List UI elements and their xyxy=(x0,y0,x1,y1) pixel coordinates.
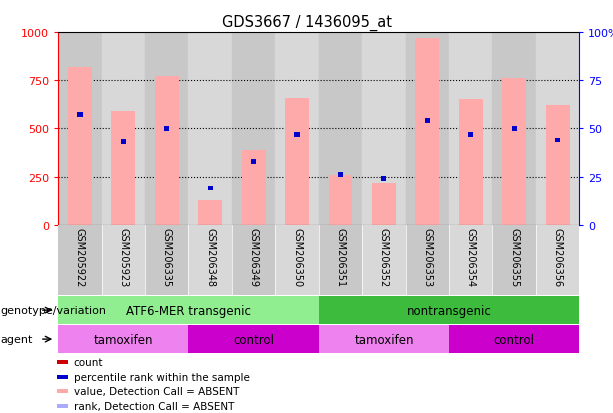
Text: GSM206356: GSM206356 xyxy=(552,227,563,286)
Text: nontransgenic: nontransgenic xyxy=(406,304,492,317)
Bar xyxy=(502,79,526,225)
Bar xyxy=(232,33,275,225)
Bar xyxy=(319,297,579,324)
Text: GSM206335: GSM206335 xyxy=(162,227,172,286)
Bar xyxy=(319,33,362,225)
Bar xyxy=(449,225,492,295)
Bar xyxy=(468,133,473,137)
Bar xyxy=(425,119,430,124)
Bar xyxy=(449,33,492,225)
Bar xyxy=(536,225,579,295)
Bar xyxy=(208,186,213,191)
Text: tamoxifen: tamoxifen xyxy=(354,333,414,346)
Bar xyxy=(406,225,449,295)
Bar xyxy=(242,150,265,225)
Bar xyxy=(56,375,69,379)
Bar xyxy=(164,127,169,131)
Bar xyxy=(189,325,319,353)
Bar xyxy=(145,225,189,295)
Text: GSM205922: GSM205922 xyxy=(75,227,85,287)
Text: GSM206349: GSM206349 xyxy=(249,227,259,286)
Bar xyxy=(155,77,179,225)
Bar xyxy=(449,325,579,353)
Bar xyxy=(338,173,343,178)
Text: GSM206354: GSM206354 xyxy=(466,227,476,286)
Bar xyxy=(546,106,569,225)
Text: count: count xyxy=(74,357,103,368)
Bar xyxy=(102,225,145,295)
Text: value, Detection Call = ABSENT: value, Detection Call = ABSENT xyxy=(74,386,239,396)
Text: GSM206351: GSM206351 xyxy=(335,227,346,286)
Bar xyxy=(362,33,406,225)
Text: ATF6-MER transgenic: ATF6-MER transgenic xyxy=(126,304,251,317)
Bar xyxy=(112,112,135,225)
Bar xyxy=(56,389,69,393)
Text: GSM206348: GSM206348 xyxy=(205,227,215,286)
Bar xyxy=(285,98,309,225)
Text: tamoxifen: tamoxifen xyxy=(94,333,153,346)
Bar xyxy=(406,33,449,225)
Bar xyxy=(492,225,536,295)
Bar xyxy=(189,33,232,225)
Bar xyxy=(58,325,189,353)
Bar xyxy=(294,133,300,137)
Text: GDS3667 / 1436095_at: GDS3667 / 1436095_at xyxy=(221,14,392,31)
Text: GSM206353: GSM206353 xyxy=(422,227,432,286)
Bar xyxy=(77,113,83,118)
Bar xyxy=(555,138,560,143)
Bar xyxy=(275,225,319,295)
Bar xyxy=(319,325,449,353)
Bar xyxy=(68,68,92,225)
Bar xyxy=(372,184,396,225)
Text: percentile rank within the sample: percentile rank within the sample xyxy=(74,372,249,382)
Text: GSM206350: GSM206350 xyxy=(292,227,302,286)
Bar xyxy=(58,33,102,225)
Bar xyxy=(319,225,362,295)
Text: agent: agent xyxy=(1,334,33,344)
Bar xyxy=(251,159,256,164)
Bar xyxy=(58,225,102,295)
Bar xyxy=(416,39,440,225)
Bar xyxy=(492,33,536,225)
Bar xyxy=(329,175,352,225)
Bar xyxy=(511,127,517,131)
Bar xyxy=(102,33,145,225)
Bar xyxy=(198,200,222,225)
Bar xyxy=(58,297,319,324)
Bar xyxy=(459,100,482,225)
Bar xyxy=(232,225,275,295)
Bar xyxy=(145,33,189,225)
Bar xyxy=(189,225,232,295)
Text: genotype/variation: genotype/variation xyxy=(1,305,107,316)
Text: GSM206352: GSM206352 xyxy=(379,227,389,286)
Bar xyxy=(121,140,126,145)
Text: control: control xyxy=(493,333,535,346)
Bar xyxy=(362,225,406,295)
Bar xyxy=(56,404,69,408)
Text: GSM205923: GSM205923 xyxy=(118,227,128,286)
Bar xyxy=(536,33,579,225)
Text: GSM206355: GSM206355 xyxy=(509,227,519,286)
Bar xyxy=(56,361,69,364)
Bar xyxy=(275,33,319,225)
Text: control: control xyxy=(233,333,274,346)
Text: rank, Detection Call = ABSENT: rank, Detection Call = ABSENT xyxy=(74,401,234,411)
Bar xyxy=(381,177,386,181)
